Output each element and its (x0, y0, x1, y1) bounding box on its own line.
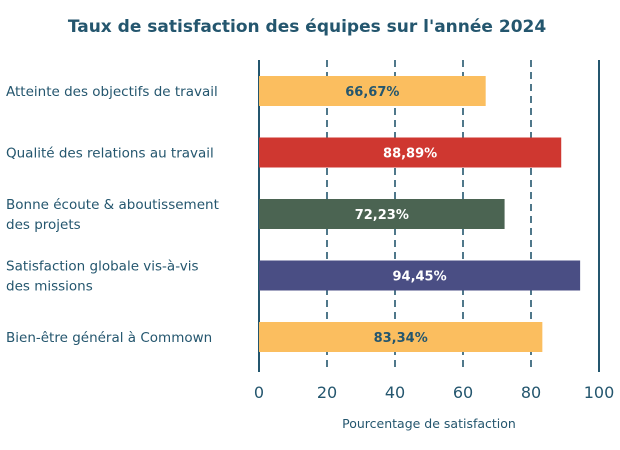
x-tick-labels: 0 20 40 60 80 100 (254, 383, 614, 402)
x-tick-20: 20 (317, 383, 337, 402)
bar-4 (259, 260, 581, 291)
x-axis-label: Pourcentage de satisfaction (342, 416, 516, 431)
category-label-4: Satisfaction globale vis-à-vis des missio… (6, 259, 199, 295)
bar-2 (259, 137, 562, 168)
data-label-4: 94,45% (392, 270, 446, 285)
category-labels: Atteinte des objectifs de travail Qualité… (6, 84, 219, 346)
x-tick-0: 0 (254, 383, 264, 402)
category-label-1: Atteinte des objectifs de travail (6, 84, 218, 100)
data-label-1: 66,67% (345, 85, 399, 100)
data-label-3: 72,23% (355, 208, 409, 223)
category-label-5: Bien-être général à Commown (6, 330, 212, 346)
x-tick-60: 60 (453, 383, 473, 402)
data-label-5: 83,34% (374, 331, 428, 346)
data-label-2: 88,89% (383, 147, 437, 162)
bar-5 (259, 322, 543, 352)
bars: 66,67% 88,89% 72,23% 94,45% 83,34% (259, 76, 581, 352)
category-label-3: Bonne écoute & aboutissement des projets (6, 197, 219, 233)
category-label-2: Qualité des relations au travail (6, 146, 214, 162)
chart-title: Taux de satisfaction des équipes sur l'a… (68, 17, 547, 37)
x-tick-40: 40 (385, 383, 405, 402)
x-tick-100: 100 (584, 383, 615, 402)
bar-3 (259, 199, 505, 229)
x-tick-80: 80 (521, 383, 541, 402)
bar-1 (259, 76, 486, 106)
